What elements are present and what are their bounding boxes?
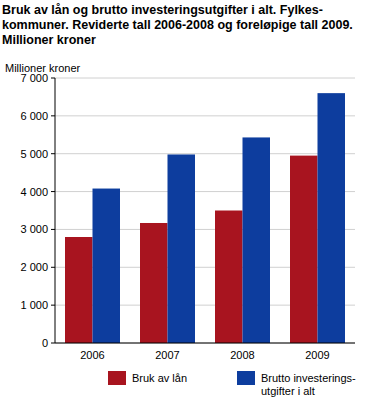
grid-line bbox=[55, 115, 355, 116]
tick-label: 7 000 bbox=[20, 72, 48, 84]
legend-label: Bruk av lån bbox=[132, 372, 187, 384]
grid-line bbox=[55, 78, 355, 79]
tick bbox=[51, 343, 55, 344]
tick bbox=[51, 153, 55, 154]
y-axis bbox=[55, 78, 56, 343]
title: Bruk av lån og brutto investeringsutgift… bbox=[2, 3, 353, 47]
x-axis bbox=[55, 343, 355, 344]
tick bbox=[51, 229, 55, 230]
legend-label: Brutto investerings-utgifter i alt bbox=[261, 372, 356, 397]
chart: Bruk av lån og brutto investeringsutgift… bbox=[0, 0, 370, 403]
tick bbox=[51, 191, 55, 192]
grid-line bbox=[55, 343, 355, 344]
tick bbox=[51, 78, 55, 79]
legend-swatch bbox=[237, 371, 255, 385]
x-tick-label: 2006 bbox=[80, 349, 104, 361]
bar bbox=[65, 237, 93, 343]
tick-label: 2 000 bbox=[20, 261, 48, 273]
tick bbox=[51, 267, 55, 268]
text-line: Millioner kroner bbox=[2, 33, 96, 47]
text-line: utgifter i alt bbox=[261, 385, 315, 397]
bar bbox=[215, 211, 243, 344]
tick-label: 6 000 bbox=[20, 110, 48, 122]
text-line: Bruk av lån og brutto investeringsutgift… bbox=[2, 3, 323, 17]
bar bbox=[140, 223, 168, 343]
legend-swatch bbox=[108, 371, 126, 385]
tick-label: 4 000 bbox=[20, 186, 48, 198]
text-line: Brutto investerings- bbox=[261, 372, 356, 384]
tick bbox=[51, 115, 55, 116]
tick-label: 1 000 bbox=[20, 299, 48, 311]
tick-label: 3 000 bbox=[20, 223, 48, 235]
tick-label: 0 bbox=[42, 337, 48, 349]
bar bbox=[93, 189, 121, 343]
bar bbox=[290, 156, 318, 343]
bar bbox=[168, 154, 196, 343]
bar bbox=[243, 137, 271, 343]
x-tick-label: 2008 bbox=[230, 349, 254, 361]
x-tick-label: 2007 bbox=[155, 349, 179, 361]
bar bbox=[318, 93, 346, 343]
x-tick-label: 2009 bbox=[305, 349, 329, 361]
tick bbox=[51, 305, 55, 306]
text-line: Bruk av lån bbox=[132, 372, 187, 384]
grid-line bbox=[55, 153, 355, 154]
tick-label: 5 000 bbox=[20, 148, 48, 160]
text-line: kommuner. Reviderte tall 2006-2008 og fo… bbox=[2, 18, 353, 32]
